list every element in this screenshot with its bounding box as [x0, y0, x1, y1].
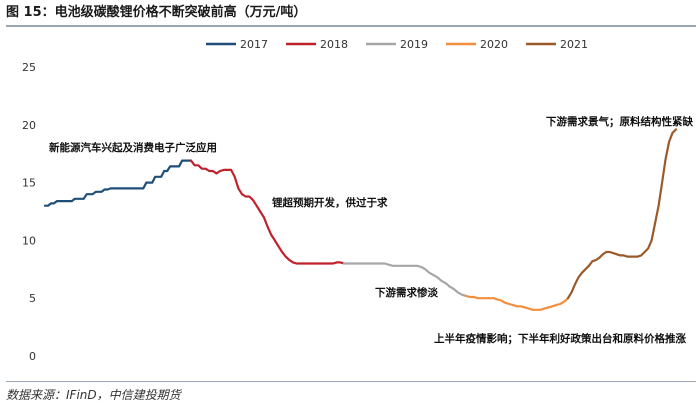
y-tick-label: 20	[22, 119, 36, 132]
y-tick-label: 25	[22, 61, 36, 74]
source-note: 数据来源：IFinD，中信建投期货	[6, 388, 181, 402]
series-line-2019	[342, 262, 468, 297]
legend-label-2021: 2021	[560, 38, 588, 51]
y-tick-label: 10	[22, 234, 36, 247]
legend-label-2017: 2017	[240, 38, 268, 51]
series-line-2018	[189, 159, 346, 265]
annotation-boom: 下游需求景气；原料结构性紧缺	[546, 115, 693, 128]
annotation-policy: 上半年疫情影响；下半年利好政策出台和原料价格推涨	[434, 332, 686, 345]
annotations: 新能源汽车兴起及消费电子广泛应用锂超预期开发，供过于求下游需求惨淡上半年疫情影响…	[49, 115, 693, 345]
figure-title: 图 15：电池级碳酸锂价格不断突破前高（万元/吨）	[6, 5, 307, 20]
y-axis: 0 5 10 15 20 25	[22, 61, 36, 363]
y-tick-label: 5	[29, 292, 36, 305]
source-rule	[6, 381, 696, 382]
legend-label-2019: 2019	[400, 38, 428, 51]
annotation-weak: 下游需求惨淡	[375, 286, 438, 299]
series-line-2020	[464, 294, 570, 311]
annotation-emerging: 新能源汽车兴起及消费电子广泛应用	[49, 141, 217, 154]
series-line-2021	[566, 128, 678, 300]
series-lines	[43, 128, 678, 311]
y-tick-label: 0	[29, 350, 36, 363]
series-line-2017	[43, 159, 193, 207]
title-rule	[6, 25, 696, 27]
annotation-break: 锂超预期开发，供过于求	[272, 196, 388, 209]
legend-label-2020: 2020	[480, 38, 508, 51]
legend-label-2018: 2018	[320, 38, 348, 51]
legend: 2017 2018 2019 2020 2021	[206, 38, 588, 51]
y-tick-label: 15	[22, 177, 36, 190]
